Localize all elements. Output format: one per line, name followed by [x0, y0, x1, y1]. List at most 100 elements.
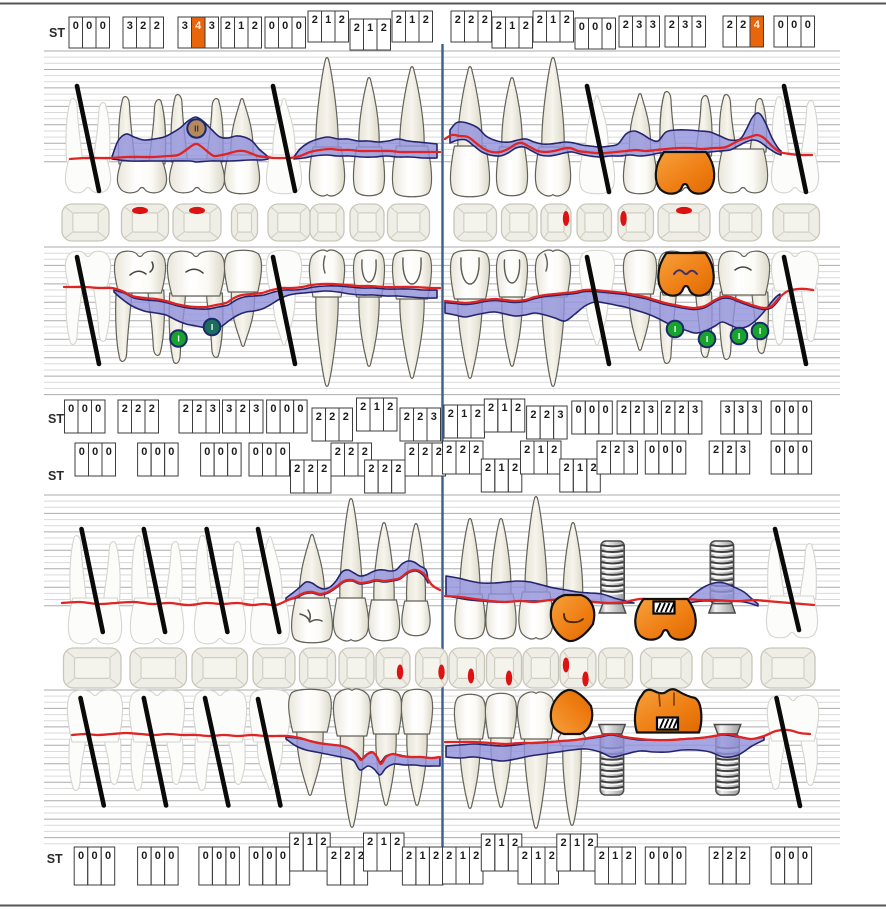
- svg-text:0: 0: [606, 21, 612, 33]
- svg-text:2: 2: [149, 403, 155, 415]
- svg-text:2: 2: [320, 836, 326, 848]
- svg-text:0: 0: [253, 446, 259, 458]
- svg-text:0: 0: [592, 21, 598, 33]
- svg-text:2: 2: [225, 20, 231, 32]
- svg-text:1: 1: [502, 402, 508, 414]
- svg-text:2: 2: [293, 836, 299, 848]
- svg-text:2: 2: [564, 14, 570, 26]
- svg-text:2: 2: [423, 14, 429, 26]
- svg-text:2: 2: [515, 402, 521, 414]
- svg-text:0: 0: [575, 404, 581, 416]
- svg-text:0: 0: [95, 403, 101, 415]
- svg-text:0: 0: [589, 404, 595, 416]
- svg-text:0: 0: [73, 20, 79, 32]
- svg-text:1: 1: [367, 22, 373, 34]
- svg-text:2: 2: [404, 411, 410, 423]
- svg-text:1: 1: [535, 850, 541, 862]
- svg-text:0: 0: [68, 403, 74, 415]
- svg-text:2: 2: [626, 850, 632, 862]
- svg-text:0: 0: [269, 20, 275, 32]
- svg-text:2: 2: [740, 19, 746, 31]
- svg-text:0: 0: [270, 403, 276, 415]
- svg-text:2: 2: [135, 403, 141, 415]
- svg-text:3: 3: [738, 404, 744, 416]
- svg-text:2: 2: [455, 14, 461, 26]
- svg-text:2: 2: [331, 850, 337, 862]
- svg-text:2: 2: [634, 404, 640, 416]
- svg-text:2: 2: [436, 446, 442, 458]
- svg-text:2: 2: [522, 850, 528, 862]
- svg-text:2: 2: [122, 403, 128, 415]
- svg-text:2: 2: [448, 408, 454, 420]
- svg-text:0: 0: [105, 850, 111, 862]
- svg-text:2: 2: [623, 19, 629, 31]
- svg-text:0: 0: [662, 444, 668, 456]
- svg-text:0: 0: [155, 446, 161, 458]
- svg-text:2: 2: [512, 837, 518, 849]
- svg-text:1: 1: [238, 20, 244, 32]
- svg-text:0: 0: [788, 850, 794, 862]
- svg-text:0: 0: [788, 404, 794, 416]
- svg-text:2: 2: [544, 409, 550, 421]
- svg-text:3: 3: [253, 403, 259, 415]
- svg-text:2: 2: [422, 446, 428, 458]
- svg-text:II: II: [194, 124, 199, 134]
- svg-text:2: 2: [523, 20, 529, 32]
- svg-text:2: 2: [475, 408, 481, 420]
- svg-text:0: 0: [579, 21, 585, 33]
- svg-text:1: 1: [381, 836, 387, 848]
- svg-text:2: 2: [382, 463, 388, 475]
- svg-text:0: 0: [284, 403, 290, 415]
- svg-text:1: 1: [374, 401, 380, 413]
- svg-text:2: 2: [396, 14, 402, 26]
- svg-text:2: 2: [329, 411, 335, 423]
- svg-text:2: 2: [669, 19, 675, 31]
- svg-text:0: 0: [231, 446, 237, 458]
- svg-text:2: 2: [530, 409, 536, 421]
- svg-text:2: 2: [183, 403, 189, 415]
- svg-text:0: 0: [775, 404, 781, 416]
- svg-text:3: 3: [127, 20, 133, 32]
- svg-text:2: 2: [335, 446, 341, 458]
- svg-text:3: 3: [692, 404, 698, 416]
- svg-text:0: 0: [168, 850, 174, 862]
- svg-text:0: 0: [86, 20, 92, 32]
- svg-text:0: 0: [253, 850, 259, 862]
- svg-text:2: 2: [360, 401, 366, 413]
- svg-text:2: 2: [348, 446, 354, 458]
- svg-text:0: 0: [791, 19, 797, 31]
- svg-text:0: 0: [92, 446, 98, 458]
- svg-text:0: 0: [216, 850, 222, 862]
- svg-text:4: 4: [195, 20, 202, 32]
- svg-text:2: 2: [358, 850, 364, 862]
- svg-text:1: 1: [612, 850, 618, 862]
- svg-text:3: 3: [431, 411, 437, 423]
- svg-text:1: 1: [574, 837, 580, 849]
- svg-text:2: 2: [473, 850, 479, 862]
- svg-text:2: 2: [713, 444, 719, 456]
- svg-text:2: 2: [485, 462, 491, 474]
- svg-text:4: 4: [754, 19, 761, 31]
- svg-text:0: 0: [106, 446, 112, 458]
- svg-text:0: 0: [662, 850, 668, 862]
- svg-text:2: 2: [473, 444, 479, 456]
- svg-text:0: 0: [91, 850, 97, 862]
- svg-text:0: 0: [296, 20, 302, 32]
- svg-text:2: 2: [446, 850, 452, 862]
- svg-text:2: 2: [512, 462, 518, 474]
- svg-text:1: 1: [577, 462, 583, 474]
- svg-text:2: 2: [488, 402, 494, 414]
- svg-text:2: 2: [362, 446, 368, 458]
- svg-text:1: 1: [420, 850, 426, 862]
- svg-text:3: 3: [209, 20, 215, 32]
- svg-text:0: 0: [802, 444, 808, 456]
- svg-text:ST: ST: [48, 469, 64, 483]
- svg-text:0: 0: [168, 446, 174, 458]
- svg-text:3: 3: [740, 444, 746, 456]
- svg-text:2: 2: [344, 850, 350, 862]
- svg-text:2: 2: [537, 14, 543, 26]
- svg-text:0: 0: [82, 403, 88, 415]
- svg-text:3: 3: [636, 19, 642, 31]
- svg-text:1: 1: [460, 850, 466, 862]
- svg-text:3: 3: [648, 404, 654, 416]
